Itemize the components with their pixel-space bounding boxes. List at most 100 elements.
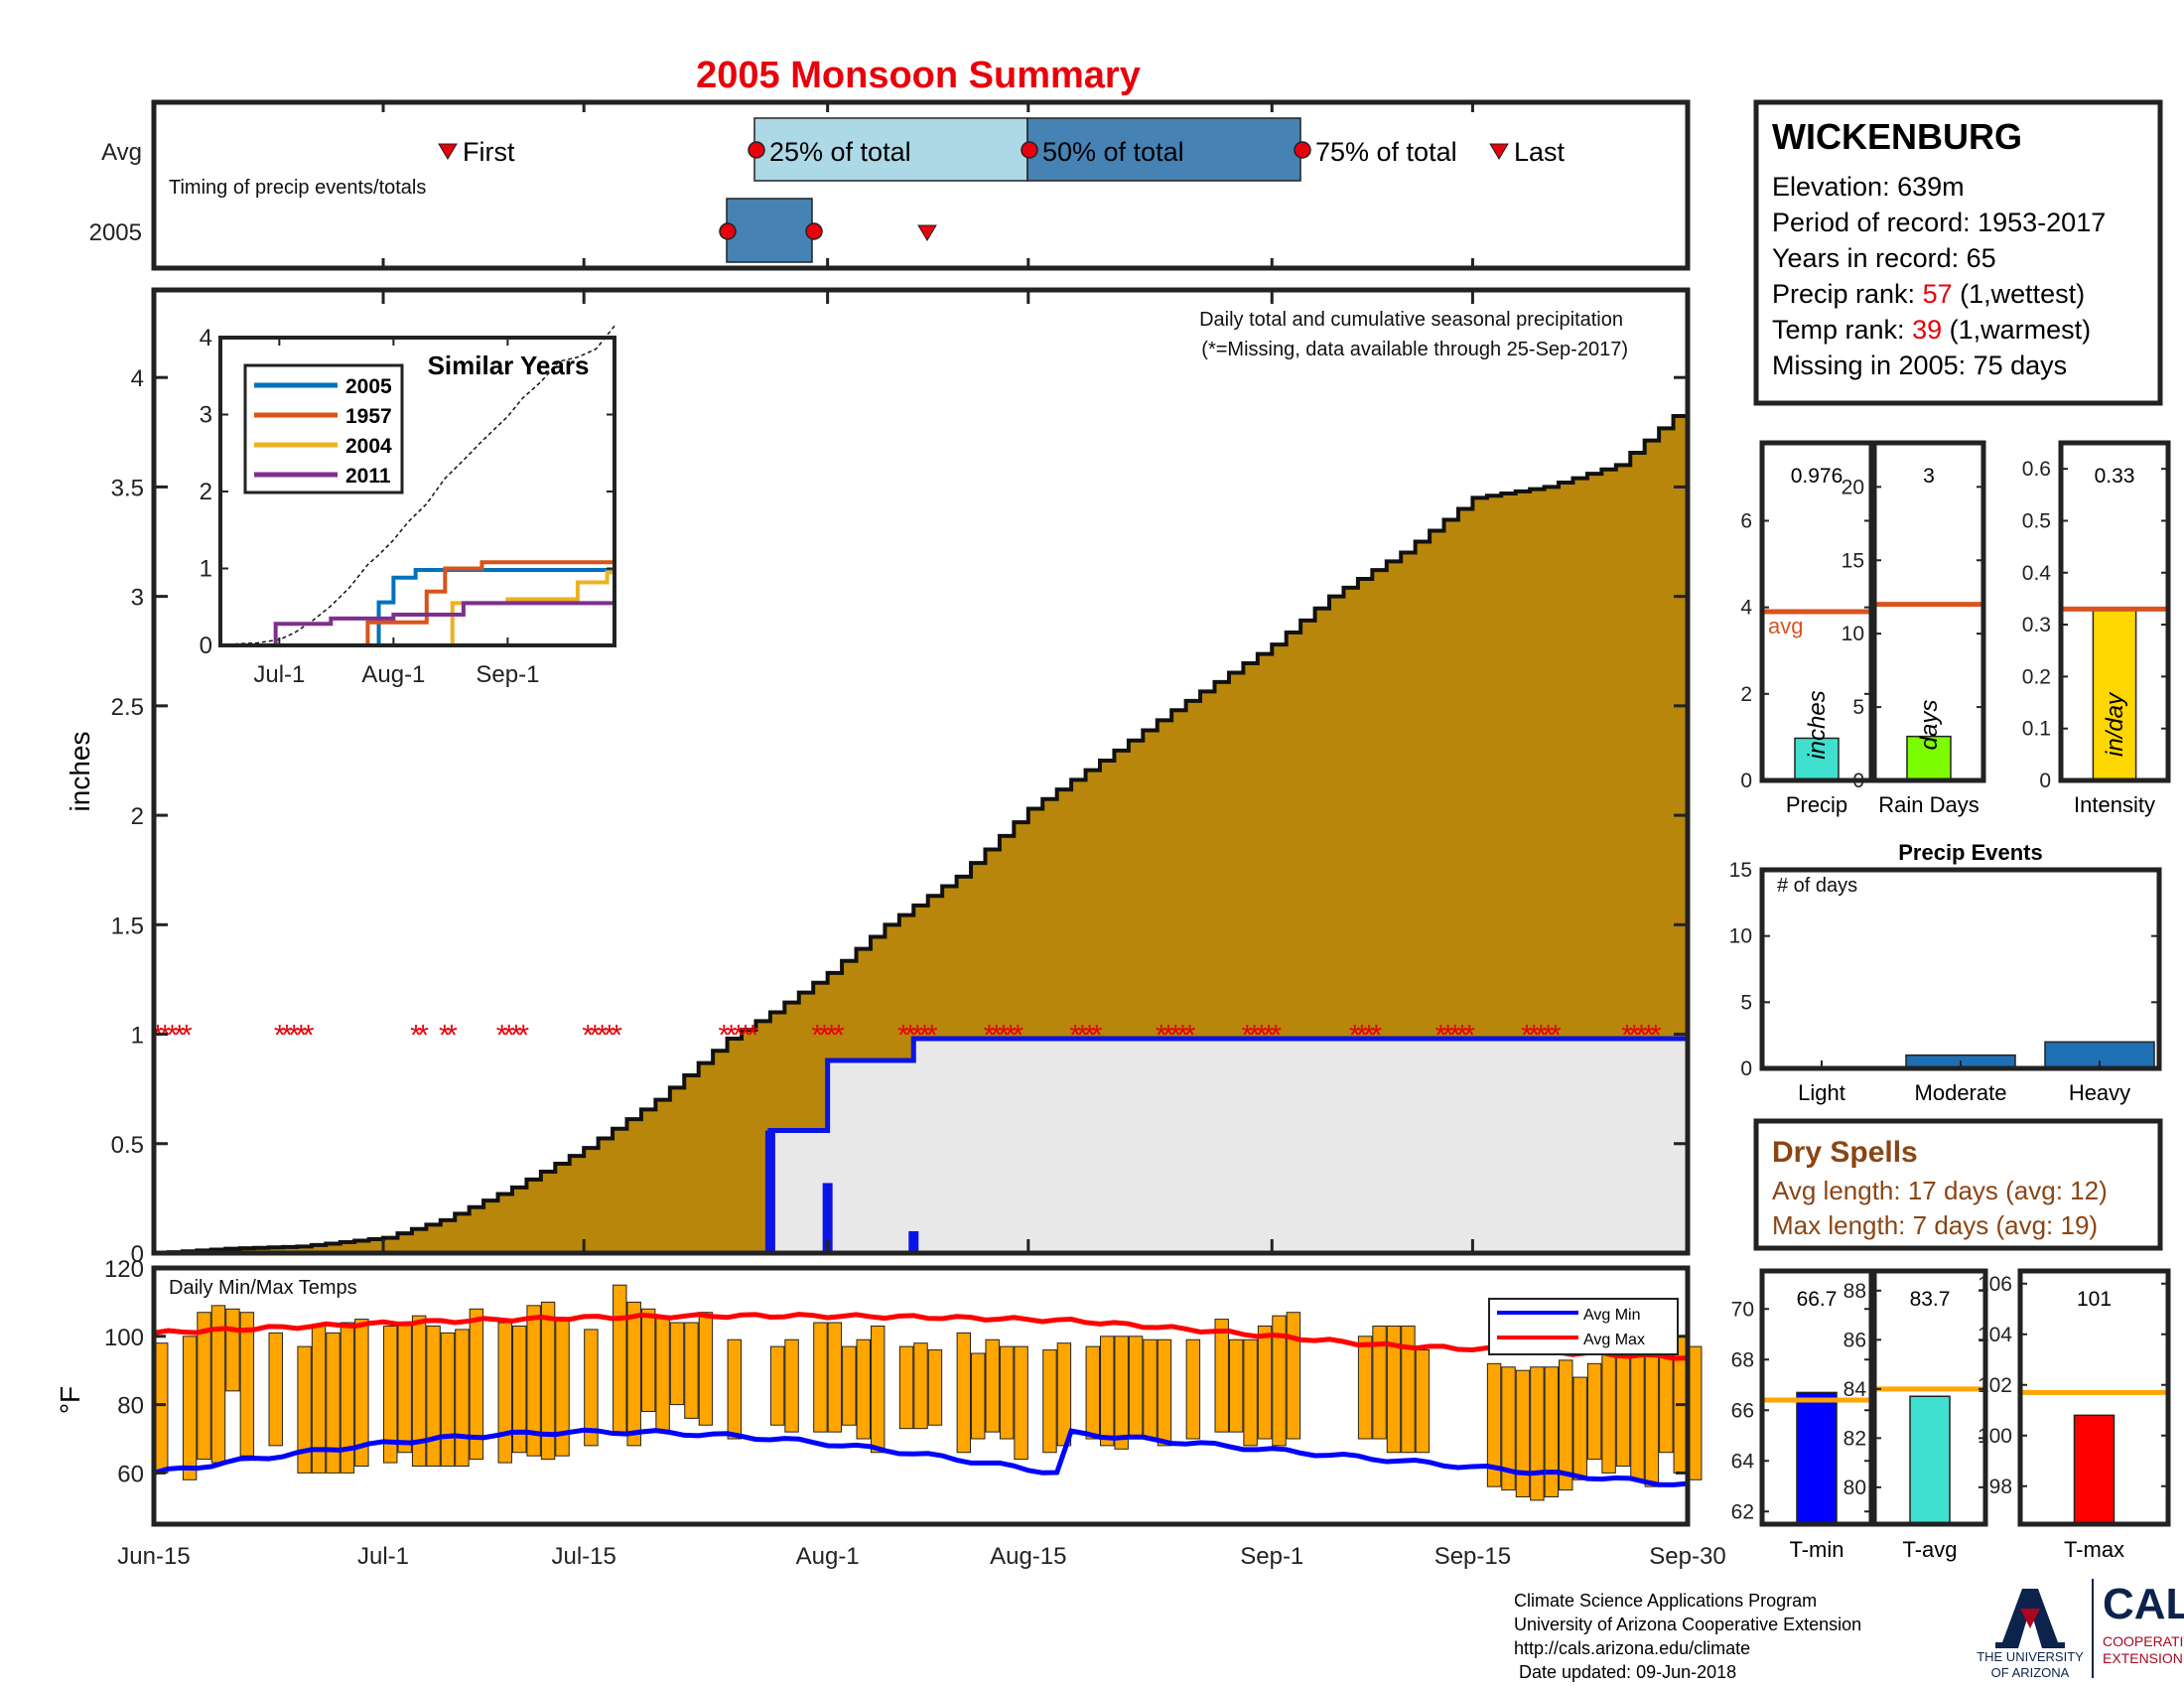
daily-temp-bar [383,1325,398,1464]
event-category-label: Heavy [2069,1080,2130,1105]
missing-data-marker: * [1084,1020,1096,1053]
x-tick-label: Jun-15 [117,1543,190,1570]
daily-temp-bar [1085,1345,1100,1440]
summary-bar-precip [1794,737,1840,781]
missing-data-marker: * [1521,1020,1533,1053]
ua-logo-line2: OF ARIZONA [1991,1665,2070,1680]
avg-max-line [153,1312,1689,1361]
daily-temp-bar [455,1329,470,1468]
daily-temp-bar [239,1312,255,1457]
missing-data-marker: * [167,1020,179,1053]
main-y-tick: 2.5 [111,694,144,721]
event-category-label: Light [1798,1080,1845,1105]
daily-temp-bar [1114,1336,1129,1450]
temp-summary-y-tick: 88 [1843,1280,1866,1303]
missing-data-marker: * [826,1020,838,1053]
missing-data-marker: * [1076,1020,1088,1053]
avg-min-line [153,1427,1689,1487]
daily-temp-bar [971,1352,986,1440]
summary-bar-rain-days [1906,735,1952,781]
daily-temp-bar [727,1338,743,1440]
first-label: First [463,137,515,167]
daily-temp-bar [197,1312,211,1461]
event-y-tick: 0 [1740,1057,1752,1080]
temp-y-label: °F [55,1386,85,1414]
season-summary-bars: 0 2 4 6 0.976 Precip inches avg 0 5 10 15 20 3 Rain Da… [1740,440,2171,817]
temp-summary-y-tick: 102 [1978,1374,2012,1397]
missing-data-marker: * [410,1020,422,1053]
footer-line1: Climate Science Applications Program [1514,1591,1817,1611]
inset-y-tick: 1 [200,556,212,583]
daily-temp-bar [1515,1369,1531,1497]
footer-line4: Date updated: 09-Jun-2018 [1519,1662,1736,1682]
summary-y-tick: 0.5 [2022,509,2051,532]
temp-y-tick: 120 [104,1256,144,1283]
summary-y-tick: 0.3 [2022,614,2051,636]
daily-temp-bar [440,1332,456,1468]
inset-y-tick: 4 [200,325,212,352]
main-y-tick: 3.5 [111,475,144,501]
x-tick-label: Aug-1 [796,1543,860,1570]
similar-year-line-2004 [220,570,614,647]
missing-data-marker: * [726,1020,738,1053]
summary-unit: in/day [2102,691,2128,757]
daily-temp-bar [1501,1366,1516,1491]
missing-data-marker: * [747,1020,758,1053]
temp-summary-bar-t-avg [1909,1395,1951,1525]
missing-data-marker: * [897,1020,909,1053]
temp-summary-label: T-max [2064,1537,2124,1562]
temp-summary-value: 66.7 [1797,1288,1838,1311]
daily-temp-bar [956,1332,972,1454]
similar-years-axes: 0 1 2 3 4 Jul-1 Aug-1 Sep-1 [200,325,614,688]
daily-temp-bars [154,1284,1703,1501]
missing-data-marker: * [1156,1020,1167,1053]
daily-temp-bar [1286,1312,1301,1440]
temp-summary-y-tick: 86 [1843,1329,1866,1351]
legend-label-2004: 2004 [345,435,392,458]
daily-temp-bar [1272,1315,1287,1447]
missing-data-marker: * [590,1020,602,1053]
inset-x-tick: Sep-1 [476,661,539,688]
2005-cumulative-fill [154,1038,1688,1253]
temp-summary-bar-t-max [2073,1414,2116,1525]
inset-x-tick: Aug-1 [361,661,425,688]
missing-data-marker: * [604,1020,615,1053]
timing-row-avg: Avg [101,139,142,166]
footer: Climate Science Applications Program Uni… [1514,1579,2184,1682]
summary-y-tick: 0 [1740,770,1752,792]
daily-temp-bar [1042,1349,1057,1454]
last-2005-marker [917,224,937,241]
summary-y-tick: 4 [1740,597,1752,620]
daily-temp-bar [268,1332,283,1447]
missing-data-marker: * [1363,1020,1375,1053]
temp-caption: Daily Min/Max Temps [169,1277,357,1299]
daily-temp-bar [1243,1338,1258,1447]
missing-data-marker: * [1270,1020,1282,1053]
similar-years-lines [219,325,615,647]
temp-summary-y-tick: 84 [1843,1378,1867,1401]
main-precip-panel: *** ***** ** ** **** ***** ***** **** ***** *****… [65,102,1726,1570]
missing-data-marker: * [984,1020,996,1053]
missing-data-marker: * [719,1020,731,1053]
q-2005-box [726,198,813,263]
missing-data-marker: * [296,1020,308,1053]
daily-temp-bar [1615,1349,1631,1468]
summary-label: Intensity [2074,792,2155,817]
daily-temp-bar [684,1322,699,1419]
daily-temp-bar [1257,1325,1273,1440]
q25-q50-box [753,117,1028,182]
main-caption: Daily total and cumulative seasonal prec… [1199,309,1623,331]
daily-temp-bar [1644,1342,1660,1487]
avg-label: avg [1768,614,1803,638]
missing-data-marker: * [904,1020,916,1053]
daily-temp-bar [497,1322,512,1464]
missing-data-marker: * [517,1020,529,1053]
missing-data-marker: * [597,1020,609,1053]
temp-summary-y-tick: 64 [1731,1450,1755,1473]
q75-label: 75% of total [1315,137,1457,167]
missing-data-marker: * [1528,1020,1540,1053]
cals-logo: CALS [2103,1580,2184,1628]
daily-temp-bar [1014,1345,1028,1461]
summary-y-tick: 20 [1842,476,1864,498]
main-y-tick: 2 [131,803,144,830]
